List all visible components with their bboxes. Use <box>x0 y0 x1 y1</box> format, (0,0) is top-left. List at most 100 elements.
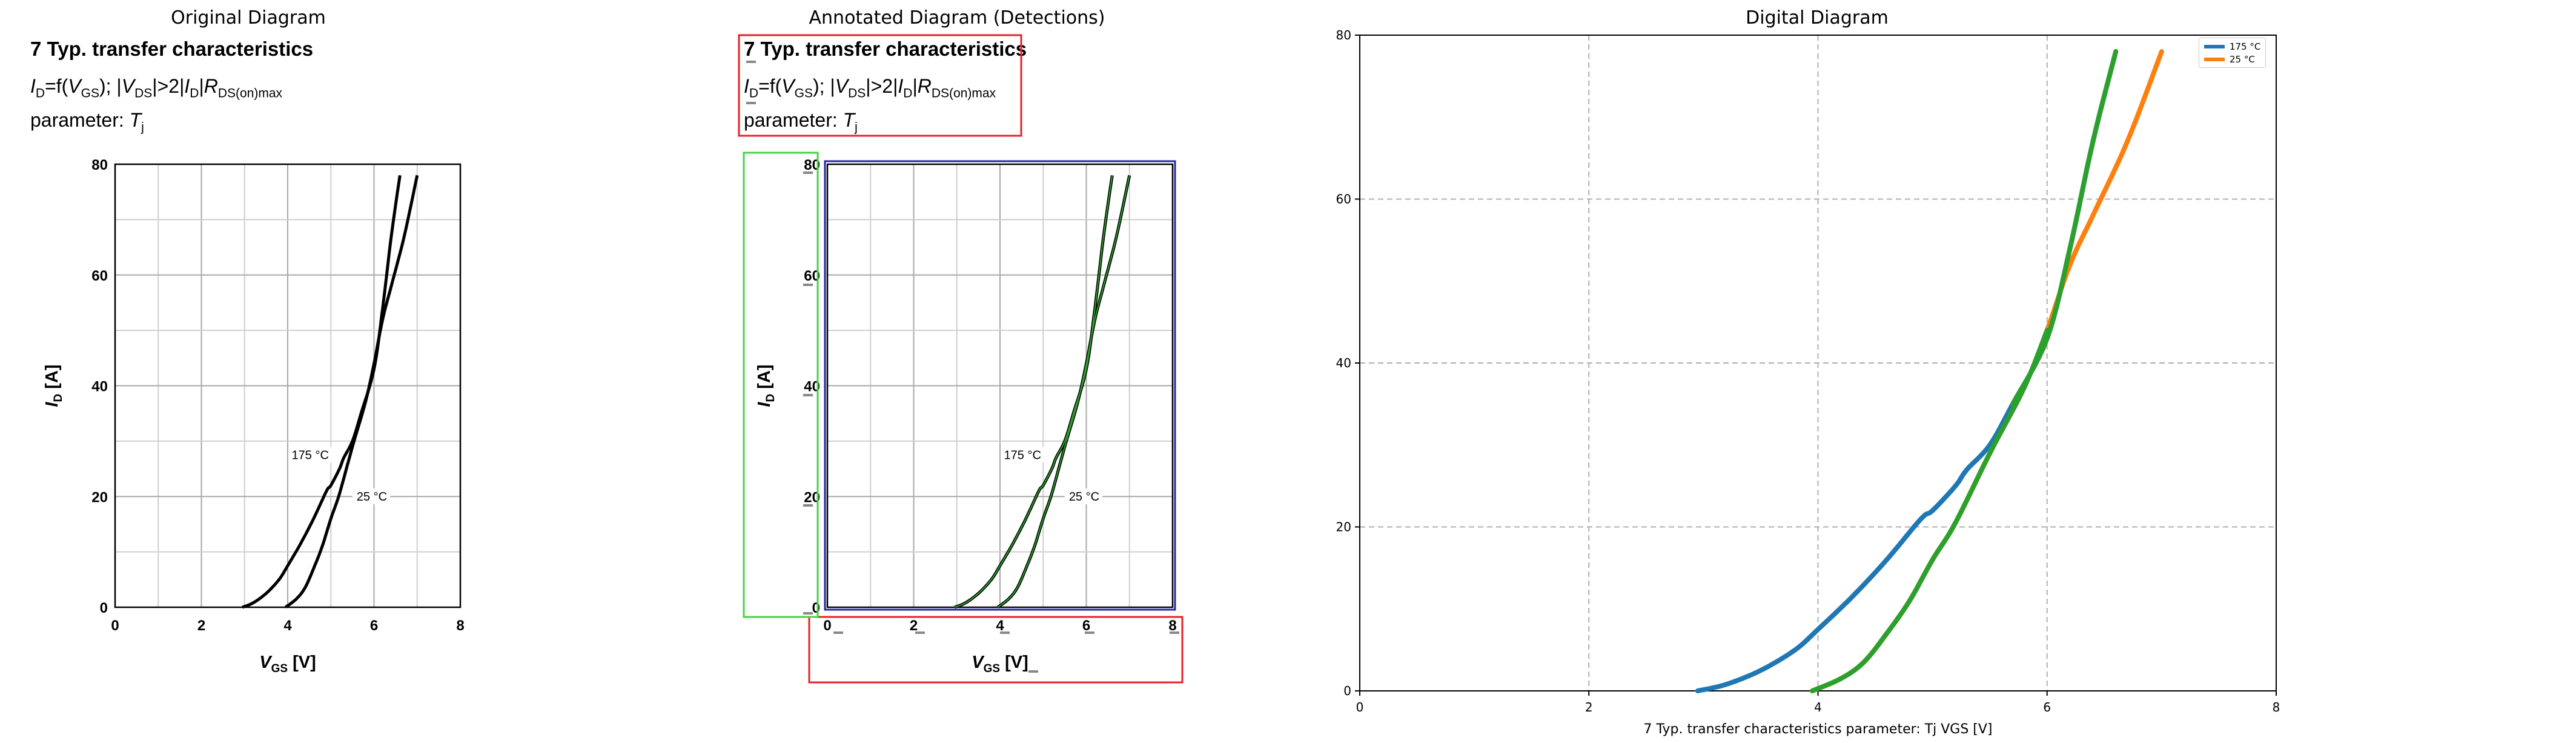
param-label: parameter: <box>30 109 130 131</box>
digital-overlay-upper <box>2010 49 2119 407</box>
annotated-y-tick-label: 0 <box>812 600 820 616</box>
digital-series-175c <box>1695 49 2119 693</box>
annotated-doc-formula: ID=f(VGS); |VDS|>2|ID|RDS(on)max <box>744 75 996 101</box>
detection-box-y-axis <box>743 152 819 618</box>
digital-series-25c <box>1810 49 2164 693</box>
formula-d-sub: D <box>35 86 45 101</box>
digital-x-axis-label: 7 Typ. transfer characteristics paramete… <box>1643 722 1992 737</box>
detection-marker <box>1170 631 1179 634</box>
param-t: T <box>129 109 142 131</box>
formula-r: R <box>204 75 218 97</box>
annotated-annotation-175: 175 °C <box>1004 448 1041 462</box>
original-y-axis-label: ID [A] <box>42 364 65 407</box>
formula-d-sub2: D <box>190 86 199 101</box>
original-y-tick-label: 40 <box>91 379 108 395</box>
legend-label-175: 175 °C <box>2230 41 2261 52</box>
digital-x-tick-label: 8 <box>2273 700 2280 715</box>
annotated-curve-25c <box>996 175 1131 609</box>
detection-marker <box>803 504 813 507</box>
detection-box-plot-area <box>824 160 1176 611</box>
a-formula-v2: V <box>835 75 849 97</box>
formula-rds-sub: DS(on)max <box>217 86 283 101</box>
detection-marker <box>803 284 813 286</box>
a-param-sub: j <box>855 120 858 135</box>
digital-x-tick-label: 2 <box>1585 700 1593 715</box>
original-doc-parameter: parameter: Tj <box>30 109 144 135</box>
formula-bar: | <box>199 75 204 97</box>
digital-y-tick-label: 80 <box>1336 28 1351 42</box>
detection-marker <box>833 631 843 634</box>
original-doc-title: 7 Typ. transfer characteristics <box>30 38 314 60</box>
a-param-t: T <box>843 109 855 131</box>
annotated-x-tick-label: 6 <box>1082 618 1090 634</box>
annotated-overlay-curve-25c <box>997 175 1130 608</box>
annotated-panel-title: Annotated Diagram (Detections) <box>809 7 1105 28</box>
legend-label-25: 25 °C <box>2230 53 2255 65</box>
digital-y-tick-label: 40 <box>1336 356 1351 370</box>
a-formula-gs-sub: GS <box>794 86 813 101</box>
a-formula-i2: I <box>898 75 904 97</box>
original-x-tick-label: 8 <box>456 618 464 634</box>
original-doc-formula: ID=f(VGS); |VDS|>2|ID|RDS(on)max <box>30 75 282 101</box>
digital-chart-legend: 175 °C 25 °C <box>2199 38 2266 68</box>
legend-entry-175: 175 °C <box>2204 40 2260 53</box>
a-formula-rds-sub: DS(on)max <box>931 86 996 101</box>
annotated-annotation-25-bg <box>1064 488 1102 504</box>
a-formula-r: R <box>917 75 932 97</box>
legend-swatch-175 <box>2204 44 2225 48</box>
a-formula-i: I <box>744 75 749 97</box>
legend-swatch-25 <box>2204 57 2225 61</box>
digital-y-tick-label: 60 <box>1336 192 1351 207</box>
formula-v: V <box>68 75 81 97</box>
detection-marker <box>803 172 813 174</box>
formula-ds-sub: DS <box>134 86 153 101</box>
digital-x-tick-label: 6 <box>2043 700 2051 715</box>
annotated-y-axis-label: ID [A] <box>755 364 777 407</box>
annotated-x-tick-label: 0 <box>823 618 831 634</box>
original-panel-title: Original Diagram <box>171 7 326 28</box>
original-annotation-175: 175 °C <box>292 448 329 462</box>
detection-marker <box>803 394 813 396</box>
original-y-tick-label: 60 <box>91 268 108 284</box>
detection-marker <box>1000 631 1010 634</box>
detection-box-title <box>738 34 1022 137</box>
a-param-label: parameter: <box>744 109 843 131</box>
original-curve-175c <box>242 175 402 609</box>
detection-box-x-axis <box>808 616 1184 684</box>
original-y-tick-label: 20 <box>91 489 108 505</box>
annotated-annotation-25: 25 °C <box>1069 490 1099 504</box>
original-x-tick-label: 6 <box>370 618 378 634</box>
detection-marker <box>915 631 925 634</box>
original-y-tick-label: 0 <box>100 600 108 616</box>
digital-y-tick-label: 0 <box>1343 684 1351 698</box>
annotated-x-tick-label: 2 <box>910 618 918 634</box>
original-y-tick-label: 80 <box>91 157 108 173</box>
formula-mid: ); | <box>99 75 122 97</box>
formula-gt: |>2| <box>152 75 185 97</box>
formula-i2: I <box>184 75 190 97</box>
annotated-annotation-175-bg <box>1001 447 1045 463</box>
annotated-overlay-curve-175c <box>954 175 1113 608</box>
original-x-axis-label: VGS [V] <box>259 653 316 675</box>
formula-eq: =f( <box>45 75 68 97</box>
a-formula-bar: | <box>912 75 918 97</box>
annotated-doc-parameter: parameter: Tj <box>744 109 858 135</box>
digital-panel-title: Digital Diagram <box>1746 7 1889 28</box>
annotated-x-tick-label: 4 <box>996 618 1004 634</box>
formula-v2: V <box>121 75 135 97</box>
digital-overlay-lower <box>1810 327 2050 693</box>
original-curve-25c <box>284 175 419 609</box>
a-formula-eq: =f( <box>758 75 782 97</box>
a-formula-d-sub: D <box>749 86 759 101</box>
original-x-tick-label: 4 <box>283 618 292 634</box>
original-annotation-25-bg <box>352 488 390 504</box>
digital-y-tick-label: 20 <box>1336 520 1351 535</box>
original-x-tick-label: 0 <box>111 618 119 634</box>
a-formula-gt: |>2| <box>866 75 898 97</box>
formula-gs-sub: GS <box>81 86 99 101</box>
digital-x-tick-label: 4 <box>1814 700 1822 715</box>
formula-i: I <box>30 75 36 97</box>
